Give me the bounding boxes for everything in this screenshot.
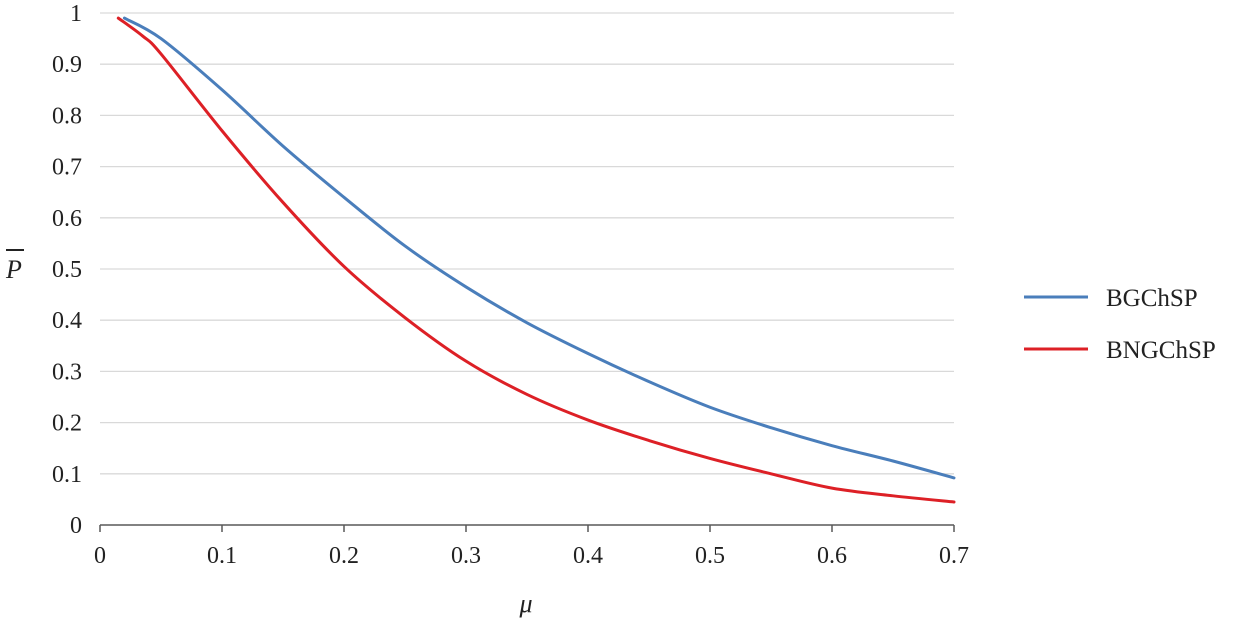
series-line-bgchsp xyxy=(122,16,956,480)
y-tick-label: 0.9 xyxy=(52,52,82,78)
y-axis-title: P xyxy=(5,249,24,284)
x-tick-label: 0.3 xyxy=(451,543,481,569)
gridlines xyxy=(100,12,954,475)
y-axis-title-text: P xyxy=(5,255,22,284)
x-tick-label: 0.2 xyxy=(329,543,359,569)
y-tick-label: 0.4 xyxy=(52,308,82,334)
y-tick-label: 0.8 xyxy=(52,103,82,129)
legend: BGChSP BNGChSP xyxy=(1024,285,1216,364)
y-tick-label: 1 xyxy=(70,1,82,27)
x-axis-title: μ xyxy=(518,589,532,618)
y-tick-label: 0 xyxy=(70,513,82,539)
legend-label-bngchsp: BNGChSP xyxy=(1106,337,1216,364)
y-tick-label: 0.3 xyxy=(52,359,82,385)
legend-label-bgchsp: BGChSP xyxy=(1106,285,1198,312)
y-tick-labels: 0 0.1 0.2 0.3 0.4 0.5 0.6 0.7 0.8 0.9 1 xyxy=(52,1,82,539)
y-tick-label: 0.1 xyxy=(52,462,82,488)
y-tick-label: 0.2 xyxy=(52,411,82,437)
series-lines xyxy=(116,16,956,504)
x-tick-label: 0.7 xyxy=(939,543,969,569)
axes xyxy=(99,524,955,532)
x-tick-label: 0.5 xyxy=(695,543,725,569)
x-tick-label: 0 xyxy=(94,543,106,569)
x-tick-labels: 0 0.1 0.2 0.3 0.4 0.5 0.6 0.7 xyxy=(94,543,969,569)
series-line-bngchsp xyxy=(116,16,956,504)
y-tick-label: 0.6 xyxy=(52,206,82,232)
x-tick-label: 0.1 xyxy=(207,543,237,569)
y-tick-label: 0.7 xyxy=(52,155,82,181)
x-tick-label: 0.6 xyxy=(817,543,847,569)
y-tick-label: 0.5 xyxy=(52,257,82,283)
x-tick-label: 0.4 xyxy=(573,543,603,569)
